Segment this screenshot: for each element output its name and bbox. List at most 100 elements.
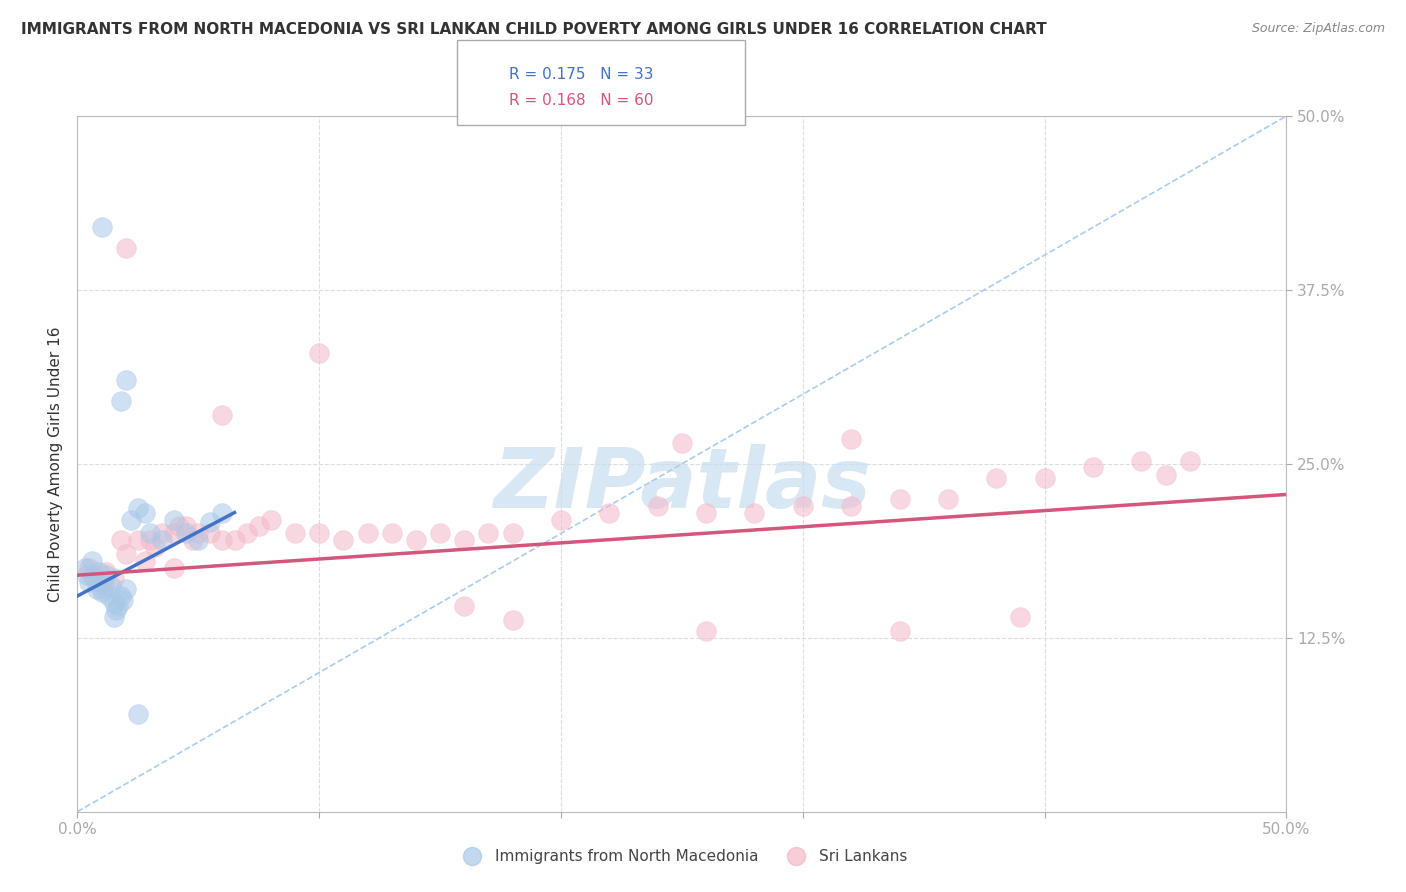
Point [308, 345, 330, 359]
Point [87, 566, 110, 580]
Point [405, 533, 427, 548]
Point [187, 526, 209, 541]
Point [936, 491, 959, 506]
Point [86, 582, 108, 596]
Point [139, 533, 162, 548]
Point [114, 547, 136, 561]
Point [1130, 454, 1153, 468]
Point [114, 373, 136, 387]
Point [80, 568, 103, 582]
Text: IMMIGRANTS FROM NORTH MACEDONIA VS SRI LANKAN CHILD POVERTY AMONG GIRLS UNDER 16: IMMIGRANTS FROM NORTH MACEDONIA VS SRI L… [21, 22, 1047, 37]
Point [247, 519, 270, 533]
Point [112, 593, 135, 607]
Point [453, 533, 475, 548]
Point [134, 506, 156, 520]
Point [183, 533, 205, 548]
Point [187, 533, 209, 548]
Point [150, 533, 173, 548]
Point [105, 603, 128, 617]
Point [200, 516, 222, 530]
Point [163, 512, 186, 526]
Point [90, 582, 112, 596]
Point [103, 596, 125, 610]
Point [671, 436, 693, 450]
Point [103, 571, 125, 585]
Point [143, 541, 166, 555]
Point [1010, 610, 1032, 624]
Text: R = 0.168   N = 60: R = 0.168 N = 60 [509, 94, 654, 108]
Point [150, 526, 173, 541]
Text: R = 0.175   N = 33: R = 0.175 N = 33 [509, 68, 654, 82]
Point [332, 533, 354, 548]
Point [224, 533, 246, 548]
Point [695, 506, 717, 520]
Point [1081, 459, 1104, 474]
Point [110, 533, 132, 548]
Point [1178, 454, 1201, 468]
Point [889, 491, 911, 506]
Point [695, 624, 717, 638]
Point [120, 512, 142, 526]
Text: ZIPatlas: ZIPatlas [494, 444, 870, 525]
Point [163, 526, 186, 541]
Point [100, 579, 122, 593]
Legend: Immigrants from North Macedonia, Sri Lankans: Immigrants from North Macedonia, Sri Lan… [450, 843, 914, 871]
Point [839, 499, 862, 513]
Point [127, 707, 149, 722]
Point [453, 599, 475, 613]
Point [83, 571, 105, 585]
Point [260, 512, 283, 526]
Point [79, 561, 101, 575]
Point [90, 220, 112, 235]
Point [1154, 467, 1177, 482]
Point [127, 501, 149, 516]
Point [356, 526, 378, 541]
Point [1033, 471, 1056, 485]
Point [174, 526, 197, 541]
Point [235, 526, 257, 541]
Point [986, 471, 1008, 485]
Point [96, 568, 118, 582]
Point [308, 526, 330, 541]
Point [502, 613, 524, 627]
Point [744, 506, 766, 520]
Point [114, 241, 136, 255]
Point [139, 526, 162, 541]
Point [889, 624, 911, 638]
Point [90, 585, 112, 599]
Point [163, 561, 186, 575]
Y-axis label: Child Poverty Among Girls Under 16: Child Poverty Among Girls Under 16 [48, 326, 63, 601]
Point [284, 526, 307, 541]
Point [110, 589, 132, 603]
Point [211, 533, 233, 548]
Point [839, 432, 862, 446]
Point [107, 599, 129, 613]
Point [114, 582, 136, 596]
Text: Source: ZipAtlas.com: Source: ZipAtlas.com [1251, 22, 1385, 36]
Point [502, 526, 524, 541]
Point [381, 526, 404, 541]
Point [211, 408, 233, 422]
Point [647, 499, 669, 513]
Point [103, 610, 125, 624]
Point [174, 519, 197, 533]
Point [211, 506, 233, 520]
Point [93, 578, 115, 592]
Point [598, 506, 620, 520]
Point [127, 533, 149, 548]
Point [97, 589, 120, 603]
Point [200, 526, 222, 541]
Point [79, 575, 101, 590]
Point [110, 394, 132, 409]
Point [86, 575, 108, 590]
Point [792, 499, 814, 513]
Point [550, 512, 572, 526]
Point [429, 526, 451, 541]
Point [167, 519, 190, 533]
Point [477, 526, 499, 541]
Point [134, 554, 156, 568]
Point [73, 561, 96, 575]
Point [76, 568, 98, 582]
Point [96, 566, 118, 580]
Point [80, 554, 103, 568]
